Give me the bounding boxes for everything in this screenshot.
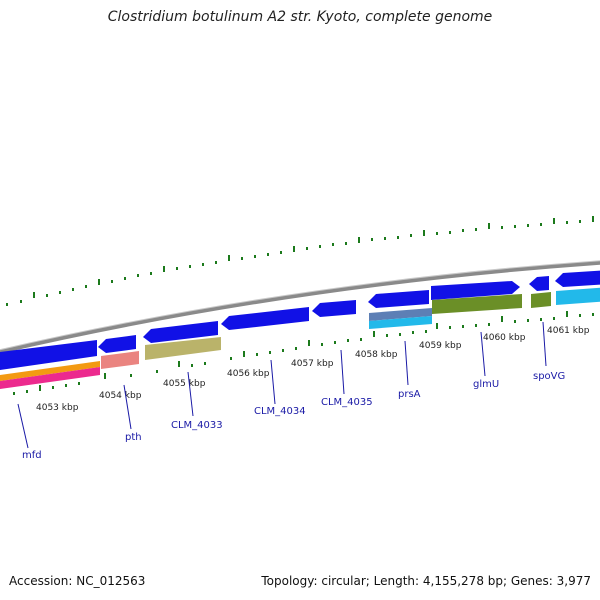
kbp-label-4057: 4057 kbp xyxy=(291,359,334,369)
accession-text: Accession: NC_012563 xyxy=(9,574,146,588)
kbp-label-4056: 4056 kbp xyxy=(227,369,270,379)
kbp-label-4061: 4061 kbp xyxy=(547,326,590,336)
gene-label-clm4034: CLM_4034 xyxy=(254,406,306,417)
kbp-label-4053: 4053 kbp xyxy=(36,403,79,413)
feature-bar-pth xyxy=(101,351,139,369)
feature-bars xyxy=(0,287,600,389)
genome-summary-text: Topology: circular; Length: 4,155,278 bp… xyxy=(261,574,591,588)
kbp-label-4060: 4060 kbp xyxy=(483,333,526,343)
genome-backbone xyxy=(0,260,600,354)
gene-arrows xyxy=(0,270,600,370)
kbp-label-4058: 4058 kbp xyxy=(355,350,398,360)
gene-arrow-clm4035 xyxy=(312,300,356,317)
gene-label-prsa: prsA xyxy=(398,389,421,400)
kbp-label-4059: 4059 kbp xyxy=(419,341,462,351)
gene-arrow-glmu xyxy=(431,281,520,300)
gene-arrow-clm4034 xyxy=(221,307,309,330)
gene-label-clm4035: CLM_4035 xyxy=(321,397,373,408)
gene-arrow-clm4033 xyxy=(143,321,218,343)
gene-arrow-next xyxy=(555,270,600,287)
gene-label-pth: pth xyxy=(125,432,142,443)
gene-arrow-prsa xyxy=(368,290,429,308)
kbp-label-4054: 4054 kbp xyxy=(99,391,142,401)
gene-leader-lines xyxy=(17,321,547,449)
feature-bar-spovg xyxy=(531,292,551,308)
gene-label-clm4033: CLM_4033 xyxy=(171,420,223,431)
inner-scale-ticks xyxy=(13,311,594,395)
feature-bar-glmu xyxy=(432,294,522,314)
gene-arrow-pth xyxy=(98,335,136,353)
gene-label-glmu: glmU xyxy=(473,379,499,390)
gene-label-spovg: spoVG xyxy=(533,371,565,382)
gene-arrow-mfd xyxy=(0,340,97,370)
feature-bar-prsa xyxy=(369,308,432,321)
kbp-label-4055: 4055 kbp xyxy=(163,379,206,389)
gene-label-mfd: mfd xyxy=(22,450,42,461)
map-title: Clostridium botulinum A2 str. Kyoto, com… xyxy=(107,9,493,25)
feature-bar-clm4033 xyxy=(145,337,221,360)
gene-arrow-spovg xyxy=(529,276,549,291)
outer-scale-ticks xyxy=(6,216,594,306)
